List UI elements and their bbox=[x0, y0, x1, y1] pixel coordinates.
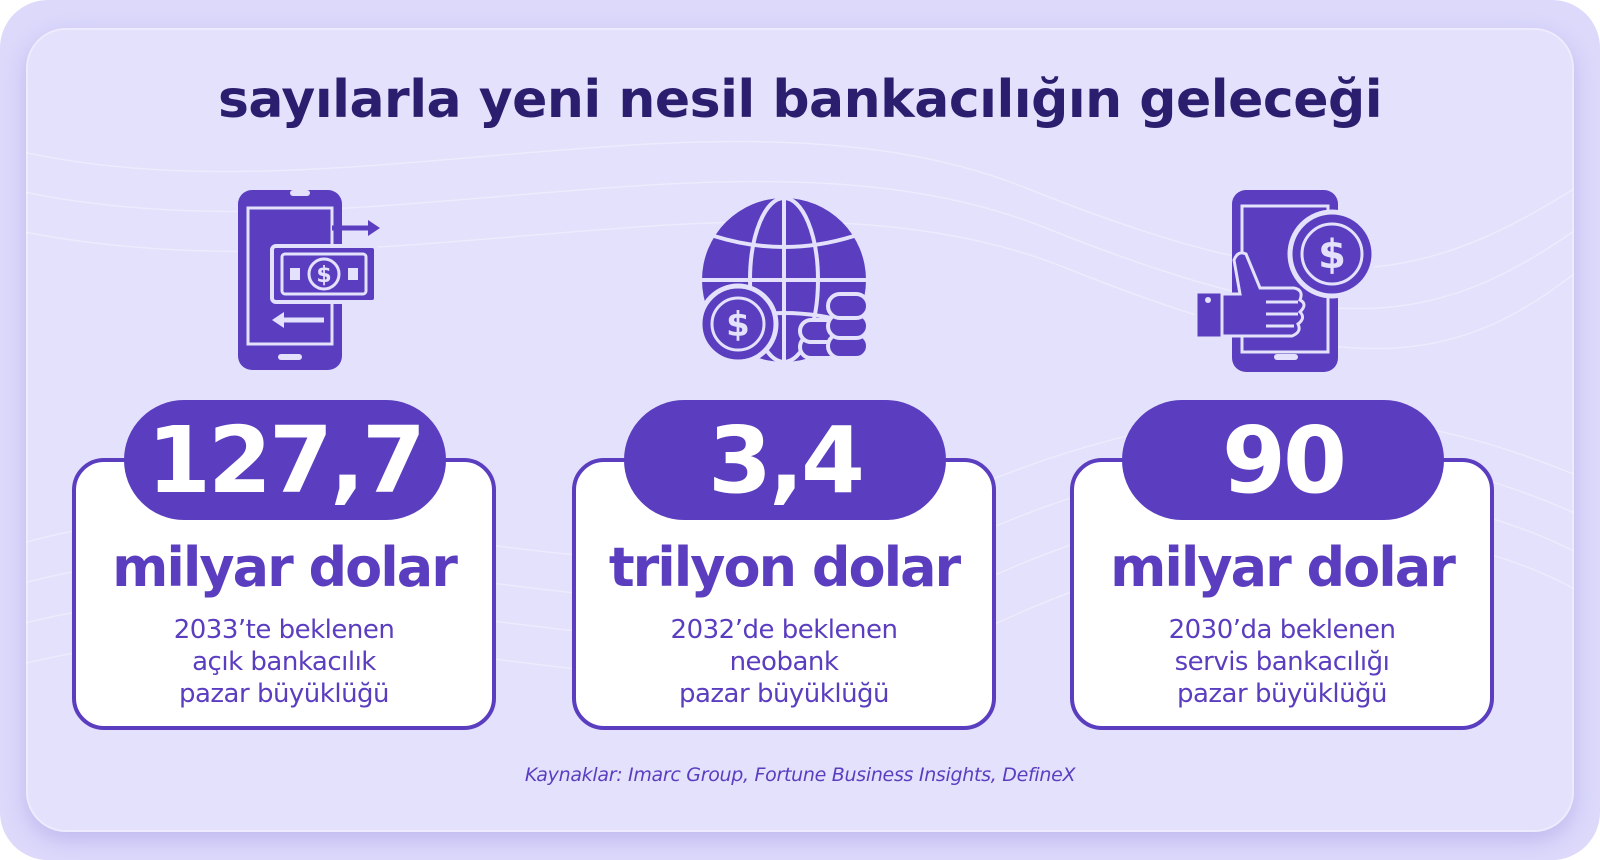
globe-coins-icon: $ bbox=[700, 196, 870, 365]
phone-thumbs-up-dollar-icon: $ bbox=[1194, 190, 1374, 372]
stat-unit: trilyon dolar bbox=[608, 536, 961, 599]
svg-text:$: $ bbox=[1318, 232, 1346, 278]
svg-text:$: $ bbox=[726, 305, 750, 345]
stat-description-line: pazar büyüklüğü bbox=[678, 679, 890, 709]
stat-description: 2032’de beklenen neobank pazar büyüklüğü bbox=[572, 614, 996, 710]
stat-description-line: 2032’de beklenen bbox=[670, 615, 898, 645]
mobile-money-transfer-icon: $ bbox=[238, 190, 380, 370]
stat-description-line: neobank bbox=[729, 647, 839, 677]
stat-description: 2030’da beklenen servis bankacılığı paza… bbox=[1070, 614, 1494, 710]
svg-text:$: $ bbox=[316, 263, 331, 288]
stat-value-badge: 3,4 bbox=[624, 400, 946, 520]
stat-description-line: 2033’te beklenen bbox=[173, 615, 395, 645]
stat-description-line: servis bankacılığı bbox=[1174, 647, 1390, 677]
stat-value-badge: 90 bbox=[1122, 400, 1444, 520]
stat-description-line: pazar büyüklüğü bbox=[1176, 679, 1388, 709]
stat-description-line: pazar büyüklüğü bbox=[178, 679, 390, 709]
stat-unit: milyar dolar bbox=[112, 536, 458, 599]
sources-footnote: Kaynaklar: Imarc Group, Fortune Business… bbox=[524, 764, 1076, 786]
stat-description-line: açık bankacılık bbox=[192, 647, 376, 677]
stat-unit: milyar dolar bbox=[1110, 536, 1456, 599]
stat-description-line: 2030’da beklenen bbox=[1168, 615, 1396, 645]
stat-value-badge: 127,7 bbox=[124, 400, 446, 520]
page-title: sayılarla yeni nesil bankacılığın gelece… bbox=[217, 70, 1383, 130]
stat-description: 2033’te beklenen açık bankacılık pazar b… bbox=[72, 614, 496, 710]
